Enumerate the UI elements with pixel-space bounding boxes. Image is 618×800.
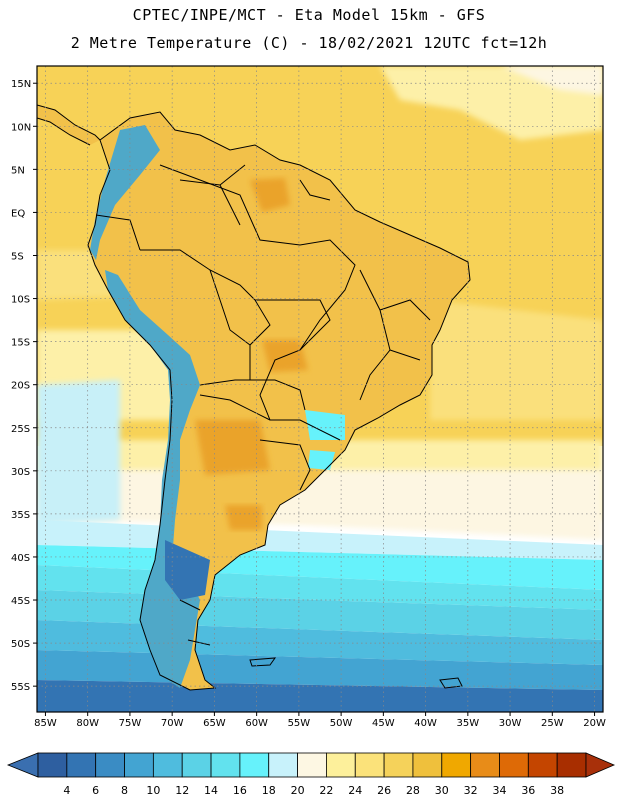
temperature-region-land-ca xyxy=(37,105,100,145)
colorbar-label: 8 xyxy=(121,784,128,797)
lon-label: 75W xyxy=(119,718,142,729)
lat-label: 10N xyxy=(11,122,31,133)
lat-label: 5N xyxy=(11,165,25,176)
colorbar-swatch xyxy=(181,752,212,778)
colorbar-label: 26 xyxy=(377,784,391,797)
colorbar-swatch xyxy=(556,752,587,778)
colorbar-swatch xyxy=(527,752,558,778)
colorbar-swatch xyxy=(297,752,327,778)
colorbar-swatch xyxy=(124,752,154,778)
colorbar-label: 24 xyxy=(348,784,362,797)
longitude-axis: 85W 80W 75W 70W 65W 60W 55W 50W 45W 40W 35W 30W 25W 2… xyxy=(34,712,606,729)
colorbar-label: 22 xyxy=(319,784,333,797)
temperature-region-oc-light-e xyxy=(430,300,603,420)
map-field xyxy=(37,66,603,712)
temperature-region-andes1 xyxy=(90,125,160,260)
lat-label: 15N xyxy=(11,79,31,90)
lon-label: 65W xyxy=(203,718,226,729)
colorbar-label: 18 xyxy=(262,784,276,797)
colorbar-swatch xyxy=(66,752,97,778)
colorbar-label: 28 xyxy=(406,784,420,797)
lat-label: EQ xyxy=(11,208,25,219)
colorbar-swatch xyxy=(239,752,270,778)
map-title-line-1: CPTEC/INPE/MCT - Eta Model 15km - GFS xyxy=(132,6,486,24)
colorbar-label: 34 xyxy=(492,784,506,797)
lat-label: 15S xyxy=(11,338,30,349)
temperature-region-oc-c6 xyxy=(37,680,603,712)
lat-label: 40S xyxy=(11,553,30,564)
colorbar-swatch xyxy=(210,752,241,778)
colorbar-swatch xyxy=(354,752,385,778)
colorbar-swatch xyxy=(326,752,356,778)
temperature-region-hot1 xyxy=(250,178,290,212)
lat-label: 45S xyxy=(11,596,30,607)
lon-label: 25W xyxy=(541,718,564,729)
lon-label: 80W xyxy=(76,718,99,729)
lat-label: 35S xyxy=(11,510,30,521)
lat-label: 25S xyxy=(11,424,30,435)
lon-label: 35W xyxy=(457,718,480,729)
colorbar-label: 20 xyxy=(291,784,305,797)
colorbar-swatch xyxy=(152,752,183,778)
map-title-line-2: 2 Metre Temperature (C) - 18/02/2021 12U… xyxy=(70,34,548,52)
lat-label: 10S xyxy=(11,295,30,306)
colorbar-label: 10 xyxy=(146,784,160,797)
lon-label: 45W xyxy=(372,718,395,729)
lat-label: 5S xyxy=(11,251,24,262)
colorbar-label: 32 xyxy=(464,784,478,797)
colorbar-swatch xyxy=(412,752,443,778)
lat-label: 50S xyxy=(11,639,30,650)
colorbar-swatch xyxy=(383,752,414,778)
colorbar-label: 4 xyxy=(63,784,70,797)
colorbar-swatch xyxy=(95,752,125,778)
colorbar: 4 6 8 10 12 14 16 18 20 22 24 26 28 30 32 34 36 38 xyxy=(6,752,616,797)
temperature-region-oc-cyanpale xyxy=(37,380,120,525)
lon-label: 40W xyxy=(414,718,437,729)
colorbar-label: 12 xyxy=(175,784,189,797)
lon-label: 30W xyxy=(499,718,522,729)
lat-label: 55S xyxy=(11,682,30,693)
lon-label: 55W xyxy=(288,718,311,729)
lat-label: 20S xyxy=(11,381,30,392)
lat-label: 30S xyxy=(11,467,30,478)
temperature-region-oc-cream-n xyxy=(500,66,603,95)
colorbar-label: 16 xyxy=(233,784,247,797)
lon-label: 20W xyxy=(583,718,606,729)
lon-label: 60W xyxy=(245,718,268,729)
colorbar-label: 30 xyxy=(435,784,449,797)
colorbar-swatch xyxy=(441,752,472,778)
colorbar-swatch xyxy=(470,752,500,778)
temperature-region-hot4 xyxy=(225,505,262,530)
colorbar-label: 14 xyxy=(204,784,218,797)
colorbar-label: 36 xyxy=(521,784,535,797)
temperature-region-se-cool xyxy=(305,410,345,440)
temperature-region-se-cool2 xyxy=(308,450,335,470)
colorbar-label: 38 xyxy=(550,784,564,797)
lon-label: 50W xyxy=(330,718,353,729)
colorbar-low-arrow xyxy=(6,752,39,778)
colorbar-swatch xyxy=(268,752,298,778)
latitude-axis: 15N 10N 5N EQ 5S 10S 15S 20S 25S 30S 35S 40S 45S 50S 5… xyxy=(11,79,37,693)
colorbar-label: 6 xyxy=(92,784,99,797)
temperature-region-land xyxy=(88,112,470,690)
temperature-region-andes3 xyxy=(165,540,210,600)
colorbar-swatch xyxy=(37,752,68,778)
colorbar-high-arrow xyxy=(585,752,616,778)
lon-label: 70W xyxy=(161,718,184,729)
lon-label: 85W xyxy=(34,718,57,729)
temperature-region-hot3 xyxy=(195,420,270,475)
map-frame xyxy=(36,65,604,713)
colorbar-swatch xyxy=(499,752,529,778)
